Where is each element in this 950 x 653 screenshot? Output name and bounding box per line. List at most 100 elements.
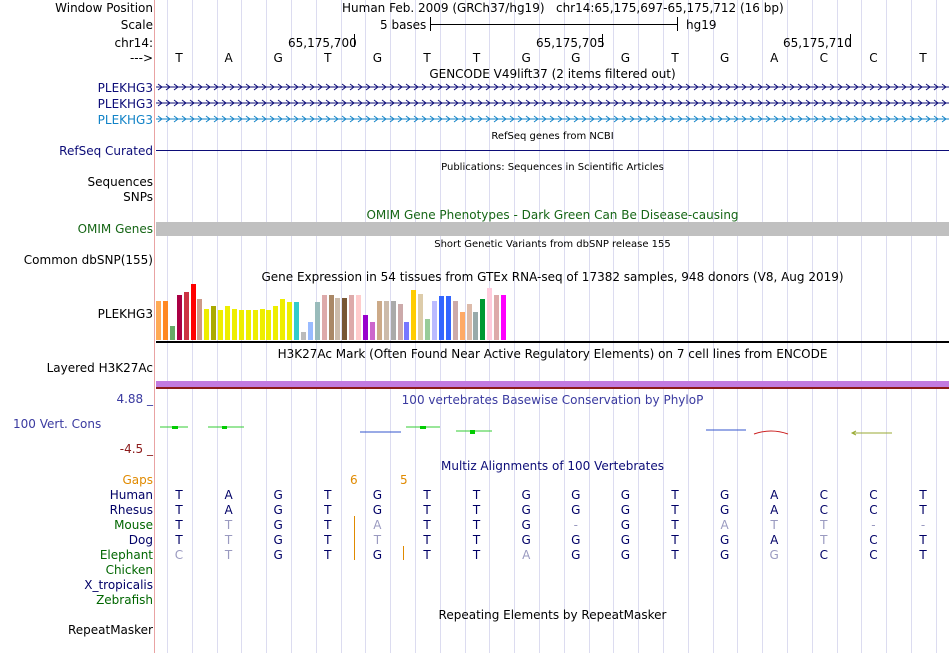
multiz-species-label[interactable]: Rhesus bbox=[109, 503, 153, 517]
multiz-species-label[interactable]: Chicken bbox=[105, 563, 153, 577]
omim-feature[interactable] bbox=[156, 222, 949, 236]
gtex-tissue-bar[interactable] bbox=[363, 315, 368, 340]
gtex-tissue-bar[interactable] bbox=[169, 326, 175, 340]
gtex-tissue-bar[interactable] bbox=[411, 290, 417, 340]
dbsnp-label[interactable]: Common dbSNP(155) bbox=[23, 253, 153, 267]
h3k27ac-signal[interactable] bbox=[156, 381, 949, 387]
multiz-species-label[interactable]: Dog bbox=[128, 533, 153, 547]
multiz-species-label[interactable]: Human bbox=[109, 488, 153, 502]
gtex-tissue-bar[interactable] bbox=[245, 310, 251, 340]
gtex-baseline bbox=[156, 341, 949, 343]
refseq-gene-line[interactable] bbox=[156, 150, 949, 151]
gtex-tissue-bar[interactable] bbox=[459, 312, 465, 340]
multiz-base: T bbox=[919, 503, 927, 517]
gtex-tissue-bar[interactable] bbox=[225, 306, 230, 340]
gaps-label[interactable]: Gaps bbox=[122, 473, 153, 487]
publications-label-sequences[interactable]: Sequences bbox=[87, 175, 153, 189]
gtex-tissue-bar[interactable] bbox=[487, 288, 493, 340]
gtex-tissue-bar[interactable] bbox=[369, 322, 375, 340]
publications-label-snps[interactable]: SNPs bbox=[123, 190, 153, 204]
gtex-tissue-bar[interactable] bbox=[204, 309, 210, 340]
gtex-tissue-bar[interactable] bbox=[162, 301, 168, 340]
multiz-base: T bbox=[175, 503, 183, 517]
omim-label[interactable]: OMIM Genes bbox=[77, 222, 153, 236]
gtex-tissue-bar[interactable] bbox=[418, 294, 424, 340]
reference-base: G bbox=[521, 51, 531, 65]
gtex-tissue-bar[interactable] bbox=[314, 302, 320, 340]
gtex-tissue-bar[interactable] bbox=[183, 292, 189, 340]
gtex-tissue-bar[interactable] bbox=[259, 309, 265, 340]
gtex-tissue-bar[interactable] bbox=[397, 304, 403, 340]
multiz-base: C bbox=[174, 548, 184, 562]
multiz-base: T bbox=[423, 518, 431, 532]
gtex-tissue-bar[interactable] bbox=[438, 296, 444, 340]
gtex-tissue-bar[interactable] bbox=[266, 310, 272, 340]
strand-label: ---> bbox=[129, 51, 153, 65]
repeatmasker-label[interactable]: RepeatMasker bbox=[67, 623, 153, 637]
gtex-tissue-bar[interactable] bbox=[252, 310, 258, 340]
multiz-base: T bbox=[820, 518, 828, 532]
gtex-tissue-bar[interactable] bbox=[390, 301, 396, 340]
multiz-species-label[interactable]: Zebrafish bbox=[96, 593, 153, 607]
gtex-tissue-bar[interactable] bbox=[356, 295, 362, 340]
position-line: Human Feb. 2009 (GRCh37/hg19) chr14:65,1… bbox=[342, 1, 784, 15]
phylop-signal[interactable] bbox=[156, 420, 949, 440]
multiz-base: T bbox=[324, 548, 332, 562]
refseq-label[interactable]: RefSeq Curated bbox=[59, 144, 153, 158]
gtex-tissue-bar[interactable] bbox=[294, 302, 299, 340]
gencode-item-label[interactable]: PLEKHG3 bbox=[97, 97, 153, 111]
gtex-tissue-bar[interactable] bbox=[452, 301, 458, 340]
gencode-item-label[interactable]: PLEKHG3 bbox=[97, 113, 153, 127]
gtex-tissue-bar[interactable] bbox=[197, 299, 203, 340]
gtex-tissue-bar[interactable] bbox=[404, 322, 410, 340]
gtex-tissue-bar[interactable] bbox=[425, 319, 431, 340]
gtex-tissue-bar[interactable] bbox=[321, 295, 327, 340]
gtex-tissue-bar[interactable] bbox=[300, 332, 306, 340]
phylop-label[interactable]: 100 Vert. Cons bbox=[13, 417, 102, 431]
multiz-base: T bbox=[919, 548, 927, 562]
gtex-tissue-bar[interactable] bbox=[273, 306, 279, 340]
gtex-label[interactable]: PLEKHG3 bbox=[97, 307, 153, 321]
gtex-tissue-bar[interactable] bbox=[176, 295, 182, 340]
gtex-tissue-bar[interactable] bbox=[466, 304, 472, 340]
gtex-tissue-bar[interactable] bbox=[231, 309, 237, 340]
gtex-tissue-bar[interactable] bbox=[342, 298, 348, 340]
gtex-tissue-bar[interactable] bbox=[432, 301, 437, 340]
gtex-tissue-bar[interactable] bbox=[307, 322, 313, 340]
multiz-species-label[interactable]: Elephant bbox=[99, 548, 153, 562]
gtex-tissue-bar[interactable] bbox=[190, 284, 196, 340]
gtex-tissue-bar[interactable] bbox=[501, 295, 506, 340]
gencode-gene-features[interactable] bbox=[156, 83, 949, 127]
gtex-bar-chart[interactable] bbox=[156, 284, 576, 340]
h3k27ac-label[interactable]: Layered H3K27Ac bbox=[46, 361, 153, 375]
phylop-title: 100 vertebrates Basewise Conservation by… bbox=[401, 393, 704, 407]
gtex-tissue-bar[interactable] bbox=[335, 298, 341, 340]
reference-base: T bbox=[423, 51, 431, 65]
multiz-base: T bbox=[423, 548, 431, 562]
multiz-base: G bbox=[620, 548, 631, 562]
gtex-tissue-bar[interactable] bbox=[280, 299, 286, 340]
gtex-tissue-bar[interactable] bbox=[156, 301, 161, 340]
multiz-base: G bbox=[620, 533, 631, 547]
gencode-item-label[interactable]: PLEKHG3 bbox=[97, 81, 153, 95]
gtex-tissue-bar[interactable] bbox=[376, 301, 382, 340]
multiz-base: T bbox=[175, 488, 183, 502]
multiz-base: G bbox=[273, 488, 283, 502]
gtex-tissue-bar[interactable] bbox=[445, 296, 451, 340]
multiz-species-label[interactable]: Mouse bbox=[114, 518, 153, 532]
multiz-species-label[interactable]: X_tropicalis bbox=[84, 578, 153, 592]
gtex-tissue-bar[interactable] bbox=[238, 310, 244, 340]
gtex-tissue-bar[interactable] bbox=[473, 312, 479, 340]
gtex-tissue-bar[interactable] bbox=[383, 301, 389, 340]
reference-base: C bbox=[819, 51, 828, 65]
gtex-tissue-bar[interactable] bbox=[218, 310, 224, 340]
multiz-base: C bbox=[869, 488, 878, 502]
multiz-base: T bbox=[324, 488, 332, 502]
gtex-tissue-bar[interactable] bbox=[211, 306, 217, 340]
gtex-tissue-bar[interactable] bbox=[494, 295, 500, 340]
gtex-tissue-bar[interactable] bbox=[328, 295, 334, 340]
reference-base: G bbox=[571, 51, 581, 65]
gtex-tissue-bar[interactable] bbox=[287, 302, 293, 340]
gtex-tissue-bar[interactable] bbox=[349, 295, 355, 340]
gtex-tissue-bar[interactable] bbox=[480, 299, 486, 340]
